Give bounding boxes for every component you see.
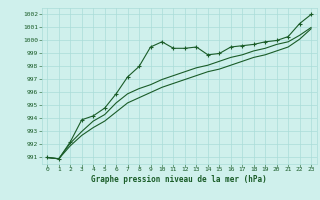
X-axis label: Graphe pression niveau de la mer (hPa): Graphe pression niveau de la mer (hPa) bbox=[91, 175, 267, 184]
